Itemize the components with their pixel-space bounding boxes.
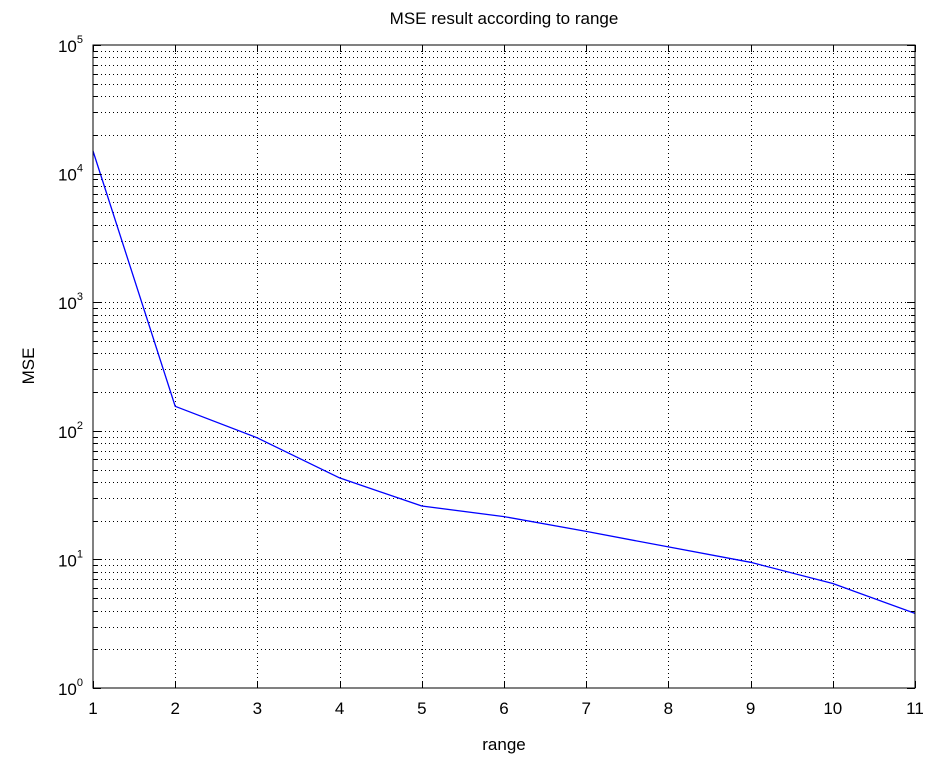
plot-area <box>93 45 915 688</box>
series-layer <box>92 150 916 615</box>
x-tick-labels: 1 2 3 4 5 6 7 8 9 10 11 <box>88 699 924 718</box>
x-tick-label: 6 <box>499 699 508 718</box>
x-tick-label: 8 <box>664 699 673 718</box>
x-tick-label: 4 <box>335 699 344 718</box>
chart-title: MSE result according to range <box>390 9 619 28</box>
y-axis-label: MSE <box>19 348 38 385</box>
y-tick-label: 105 <box>58 34 83 56</box>
x-axis-label: range <box>482 735 525 754</box>
y-tick-label: 100 <box>58 677 83 699</box>
major-grid <box>93 45 915 688</box>
x-tick-label: 5 <box>417 699 426 718</box>
y-tick-label: 103 <box>58 291 83 313</box>
x-tick-label: 10 <box>823 699 842 718</box>
x-tick-label: 9 <box>746 699 755 718</box>
x-tick-label: 1 <box>88 699 97 718</box>
y-tick-label: 101 <box>58 548 83 570</box>
y-tick-label: 104 <box>58 163 83 185</box>
tick-marks <box>93 45 916 689</box>
minor-grid <box>93 51 915 650</box>
series-line <box>92 150 916 615</box>
y-tick-label: 102 <box>58 420 83 442</box>
x-tick-label: 7 <box>581 699 590 718</box>
y-tick-labels: 100 101 102 103 104 105 <box>58 34 83 699</box>
x-tick-label: 11 <box>906 699 924 718</box>
x-tick-label: 3 <box>253 699 262 718</box>
x-tick-label: 2 <box>170 699 179 718</box>
